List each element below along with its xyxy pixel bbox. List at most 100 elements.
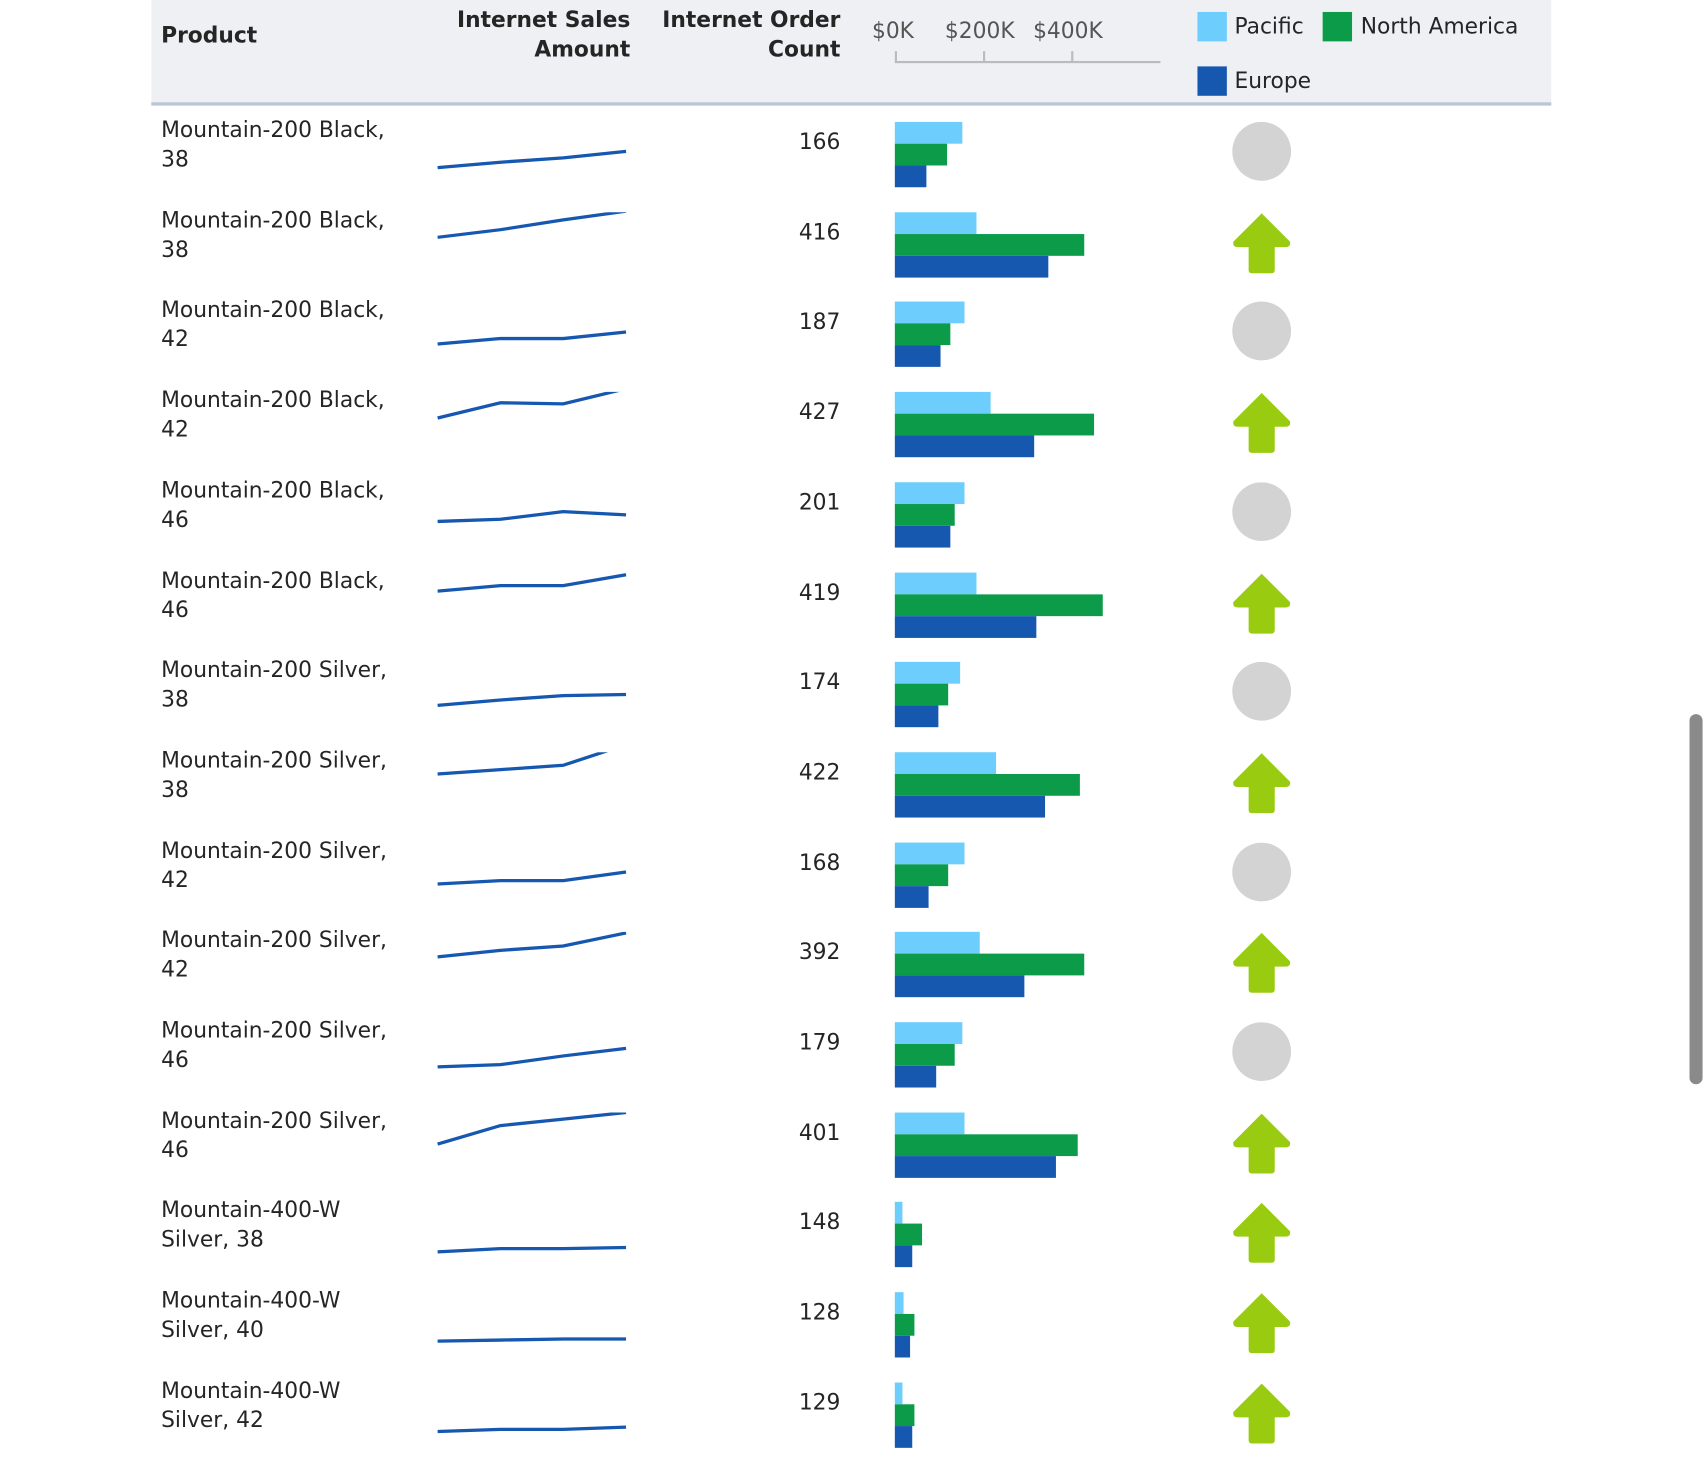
bar-pacific[interactable] <box>894 842 965 864</box>
bar-north-america[interactable] <box>894 593 1103 616</box>
sales-sparkline <box>437 752 609 776</box>
neutral-circle-icon <box>1232 842 1292 901</box>
bar-europe[interactable] <box>894 165 927 188</box>
vertical-scrollbar[interactable] <box>1689 714 1703 1085</box>
bar-pacific[interactable] <box>894 211 977 234</box>
bar-europe[interactable] <box>894 345 941 368</box>
legend-europe: Europe <box>1234 67 1312 94</box>
neutral-circle-icon <box>1232 662 1292 721</box>
bar-pacific[interactable] <box>894 572 977 594</box>
bar-europe[interactable] <box>894 975 1025 998</box>
legend-north-america: North America <box>1360 13 1519 40</box>
table-row: Mountain-200 Silver, 38 174 <box>151 657 1551 751</box>
product-name: Mountain-200 Silver, 46 <box>161 1106 387 1163</box>
bar-europe[interactable] <box>894 525 951 548</box>
bar-north-america[interactable] <box>894 1404 915 1426</box>
bar-europe[interactable] <box>894 1425 913 1448</box>
bar-pacific[interactable] <box>894 1202 903 1225</box>
sparkline-line <box>437 330 627 347</box>
bar-pacific[interactable] <box>894 1292 904 1315</box>
table-row: Mountain-200 Silver, 38 422 <box>151 747 1551 841</box>
product-name: Mountain-200 Black, 42 <box>161 386 385 443</box>
neutral-circle-icon <box>1232 301 1292 361</box>
order-count: 168 <box>798 848 841 875</box>
header-sales[interactable]: Internet Sales Amount <box>457 5 630 64</box>
order-count: 166 <box>798 128 841 155</box>
axis-tick <box>894 51 898 63</box>
bar-north-america[interactable] <box>894 1314 915 1336</box>
bar-europe[interactable] <box>894 1155 1056 1178</box>
bar-europe[interactable] <box>894 435 1035 458</box>
bar-europe[interactable] <box>894 885 929 908</box>
sparkline-line <box>437 1337 627 1343</box>
sales-sparkline <box>437 1112 627 1146</box>
bar-pacific[interactable] <box>894 752 996 774</box>
product-name: Mountain-200 Silver, 46 <box>161 1016 387 1073</box>
order-count: 416 <box>798 218 841 245</box>
bar-north-america[interactable] <box>894 143 948 166</box>
product-name: Mountain-400-W Silver, 38 <box>161 1196 341 1253</box>
up-arrow-icon <box>1233 1383 1291 1444</box>
bar-north-america[interactable] <box>894 323 951 346</box>
bar-north-america[interactable] <box>894 863 949 886</box>
bar-north-america[interactable] <box>894 233 1085 256</box>
bar-north-america[interactable] <box>894 953 1085 976</box>
axis-tick-label: $400K <box>1033 17 1103 44</box>
bar-pacific[interactable] <box>894 1022 963 1044</box>
bar-pacific[interactable] <box>894 662 961 684</box>
product-name: Mountain-200 Silver, 38 <box>161 656 387 713</box>
product-name: Mountain-200 Black, 38 <box>161 206 385 263</box>
table-row: Mountain-200 Black, 38 166 <box>151 116 1551 211</box>
bar-pacific[interactable] <box>894 1112 965 1134</box>
sales-sparkline <box>437 1337 627 1343</box>
bar-europe[interactable] <box>894 705 939 728</box>
axis-tick-label: $0K <box>871 17 914 44</box>
sparkline-line <box>437 932 627 959</box>
bar-north-america[interactable] <box>894 1224 922 1246</box>
bar-north-america[interactable] <box>894 413 1094 436</box>
table-row: Mountain-400-W Silver, 42 129 <box>151 1377 1551 1471</box>
bar-north-america[interactable] <box>894 1133 1078 1156</box>
header-product[interactable]: Product <box>161 21 258 48</box>
table-row: Mountain-200 Silver, 46 179 <box>151 1017 1551 1111</box>
bar-pacific[interactable] <box>894 1382 903 1405</box>
bar-north-america[interactable] <box>894 503 955 526</box>
legend-swatch-europe <box>1197 66 1227 96</box>
bar-pacific[interactable] <box>894 391 991 414</box>
bar-europe[interactable] <box>894 1245 913 1268</box>
bar-pacific[interactable] <box>894 121 963 144</box>
bar-europe[interactable] <box>894 255 1049 278</box>
product-name: Mountain-200 Black, 46 <box>161 566 385 623</box>
up-arrow-icon <box>1233 393 1291 453</box>
legend-pacific: Pacific <box>1234 13 1304 40</box>
sales-sparkline <box>437 149 627 170</box>
order-count: 179 <box>798 1028 841 1055</box>
sparkline-line <box>437 1425 627 1433</box>
bar-pacific[interactable] <box>894 301 965 324</box>
bar-north-america[interactable] <box>894 1043 955 1066</box>
neutral-circle-icon <box>1232 1022 1292 1081</box>
sales-sparkline <box>437 1046 627 1069</box>
header-sales-line2: Amount <box>534 35 631 63</box>
header-count[interactable]: Internet Order Count <box>662 5 840 64</box>
bar-north-america[interactable] <box>894 773 1080 796</box>
axis-tick <box>1071 51 1074 63</box>
bar-pacific[interactable] <box>894 932 980 954</box>
sales-sparkline <box>437 211 627 239</box>
product-name: Mountain-200 Black, 38 <box>161 116 385 172</box>
bar-europe[interactable] <box>894 795 1046 818</box>
bar-europe[interactable] <box>894 615 1037 638</box>
bar-europe[interactable] <box>894 1335 910 1358</box>
sparkline-line <box>437 211 627 239</box>
product-name: Mountain-200 Silver, 42 <box>161 836 387 893</box>
bar-north-america[interactable] <box>894 683 949 706</box>
legend-swatch-north-america <box>1322 11 1353 42</box>
bar-pacific[interactable] <box>894 482 965 504</box>
bar-europe[interactable] <box>894 1065 937 1088</box>
sales-sparkline <box>437 391 620 420</box>
sales-sparkline <box>437 932 627 959</box>
up-arrow-icon <box>1233 1293 1291 1354</box>
order-count: 427 <box>798 398 841 425</box>
sparkline-line <box>437 391 620 420</box>
